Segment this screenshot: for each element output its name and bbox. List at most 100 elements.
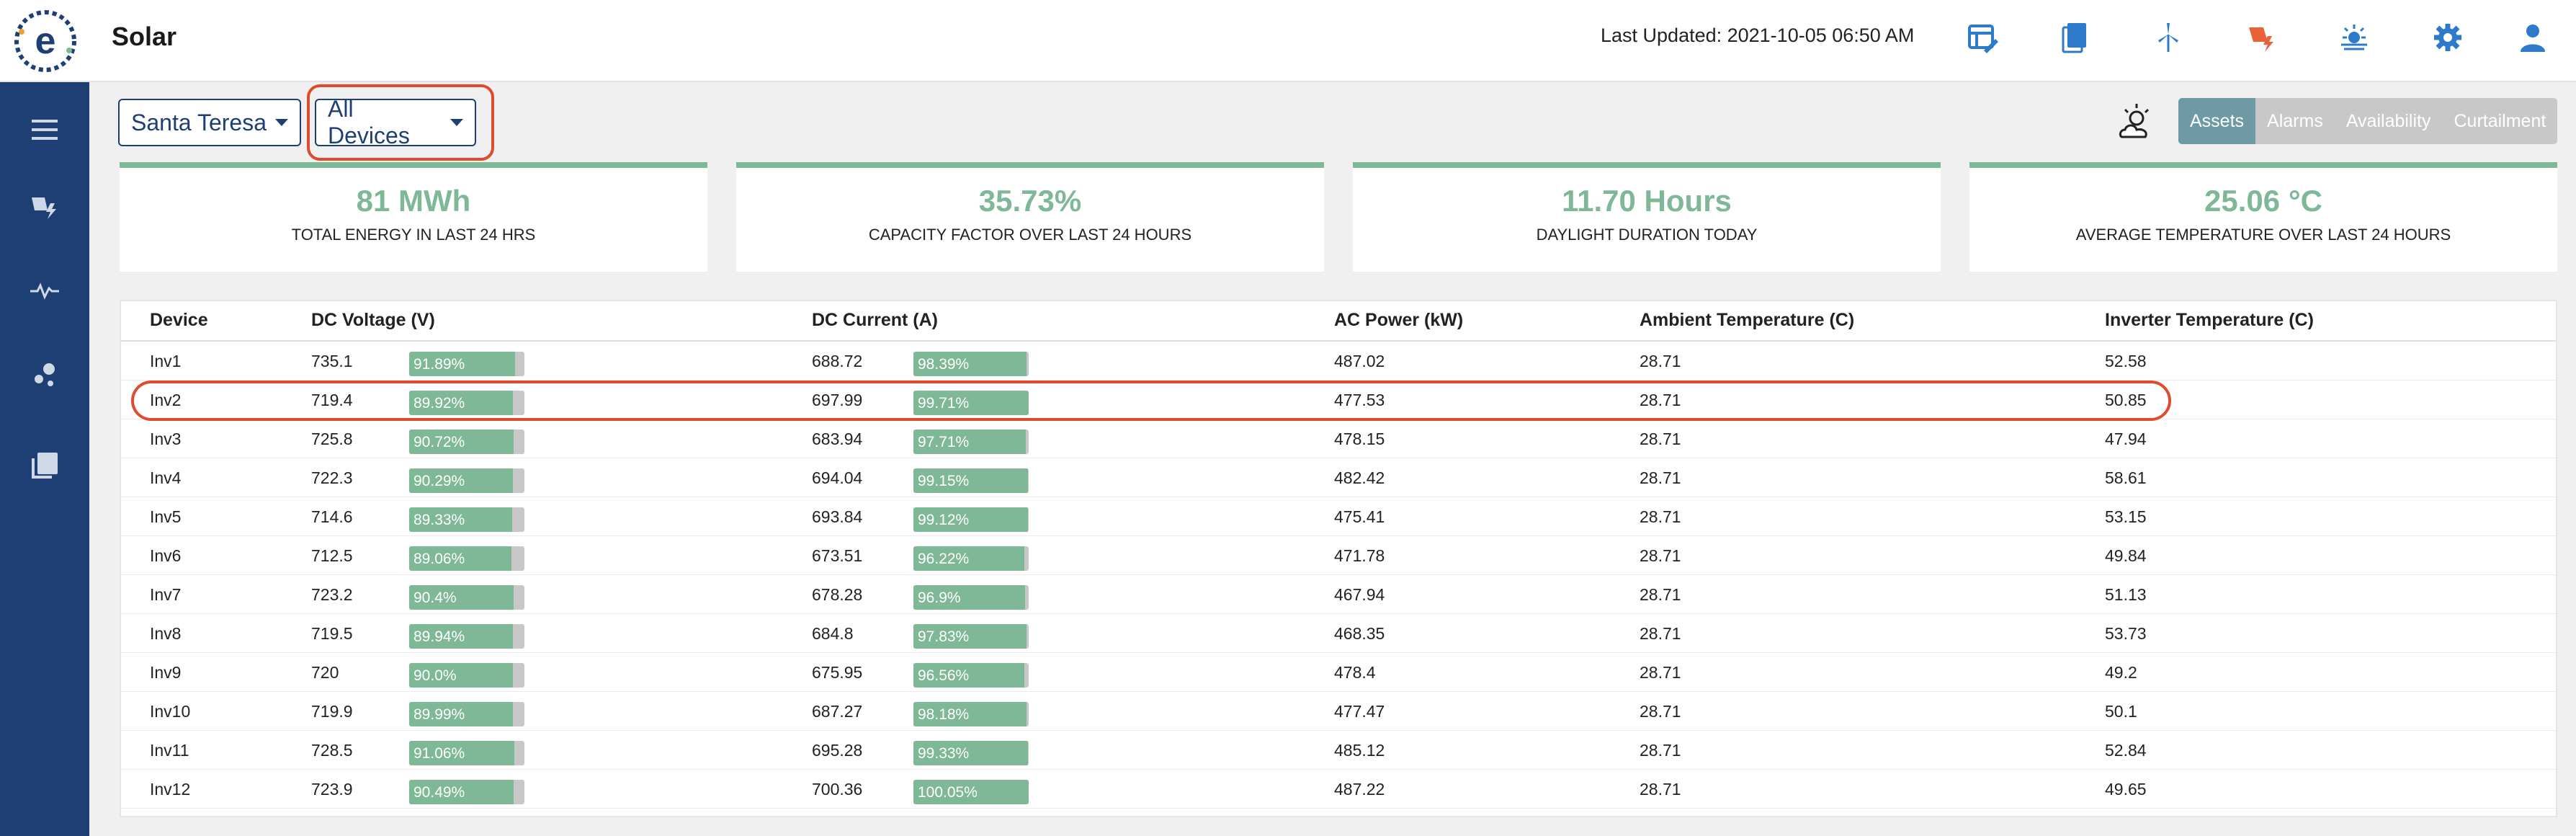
inverter-temp-cell: 49.65 bbox=[2105, 780, 2147, 799]
dc-current-percent-bar: 97.83% bbox=[913, 624, 1029, 649]
settings-icon[interactable] bbox=[2430, 20, 2465, 55]
ac-power-cell: 471.78 bbox=[1334, 546, 1385, 565]
dc-current-cell: 695.28 bbox=[812, 741, 863, 760]
table-row[interactable]: Inv7 723.2 90.4% 678.28 96.9% 467.94 28.71 51.1… bbox=[121, 575, 2556, 614]
table-row[interactable]: Inv9 720 90.0% 675.95 96.56% 478.4 28.71 49.2 bbox=[121, 653, 2556, 692]
ac-power-cell: 475.41 bbox=[1334, 507, 1385, 526]
dc-current-cell: 688.72 bbox=[812, 352, 863, 370]
dc-voltage-percent-bar: 91.89% bbox=[409, 352, 524, 376]
dc-current-cell: 684.8 bbox=[812, 624, 854, 643]
column-header-dc-current[interactable]: DC Current (A) bbox=[812, 310, 938, 330]
device-name-cell: Inv7 bbox=[150, 585, 182, 604]
device-dropdown[interactable]: All Devices bbox=[315, 96, 476, 148]
kpi-card-temperature: 25.06 °C AVERAGE TEMPERATURE OVER LAST 2… bbox=[1969, 162, 2557, 272]
inverter-temp-cell: 49.2 bbox=[2105, 663, 2137, 682]
progress-bar-fill bbox=[409, 352, 516, 376]
dashboard-edit-icon[interactable] bbox=[1965, 20, 2000, 55]
table-row[interactable]: Inv2 719.4 89.92% 697.99 99.71% 477.53 28.71 50… bbox=[121, 381, 2556, 419]
dc-current-cell: 687.27 bbox=[812, 702, 863, 721]
ac-power-cell: 477.53 bbox=[1334, 391, 1385, 409]
sunrise-icon[interactable] bbox=[2337, 20, 2371, 55]
app-logo-icon[interactable]: e bbox=[14, 10, 76, 72]
device-table bbox=[120, 300, 2557, 817]
dc-current-cell: 675.95 bbox=[812, 663, 863, 682]
dc-current-percent-bar: 96.9% bbox=[913, 585, 1029, 610]
ac-power-cell: 485.12 bbox=[1334, 741, 1385, 760]
inverter-temp-cell: 52.58 bbox=[2105, 352, 2147, 370]
dc-current-cell: 700.36 bbox=[812, 780, 863, 799]
pulse-icon[interactable] bbox=[26, 271, 63, 308]
progress-bar-label: 97.83% bbox=[918, 628, 970, 645]
dc-voltage-cell: 723.9 bbox=[311, 780, 353, 799]
table-row[interactable]: Inv1 735.1 91.89% 688.72 98.39% 487.02 28.71 52… bbox=[121, 342, 2556, 381]
column-header-dc-voltage[interactable]: DC Voltage (V) bbox=[311, 310, 435, 330]
column-header-device[interactable]: Device bbox=[150, 310, 208, 330]
ac-power-cell: 478.4 bbox=[1334, 663, 1376, 682]
segment-assets[interactable]: Assets bbox=[2178, 98, 2256, 144]
table-row[interactable]: Inv3 725.8 90.72% 683.94 97.71% 478.15 28.71 47… bbox=[121, 419, 2556, 458]
dc-current-cell: 678.28 bbox=[812, 585, 863, 604]
solar-alert-icon[interactable] bbox=[2245, 20, 2279, 55]
progress-bar-fill bbox=[409, 468, 514, 493]
table-row[interactable]: Inv11 728.5 91.06% 695.28 99.33% 485.12 28.71 5… bbox=[121, 731, 2556, 770]
progress-bar-fill bbox=[913, 741, 1028, 765]
dc-voltage-cell: 722.3 bbox=[311, 468, 353, 487]
progress-bar-fill bbox=[913, 780, 1029, 804]
column-header-ac-power[interactable]: AC Power (kW) bbox=[1334, 310, 1464, 330]
kpi-card-daylight: 11.70 Hours DAYLIGHT DURATION TODAY bbox=[1353, 162, 1941, 272]
ac-power-cell: 482.42 bbox=[1334, 468, 1385, 487]
progress-bar-fill bbox=[913, 702, 1027, 726]
inverter-temp-cell: 53.15 bbox=[2105, 507, 2147, 526]
library-icon[interactable] bbox=[26, 447, 63, 484]
progress-bar-label: 99.12% bbox=[918, 512, 970, 528]
device-name-cell: Inv1 bbox=[150, 352, 182, 370]
documents-icon[interactable] bbox=[2059, 20, 2093, 55]
segment-alarms[interactable]: Alarms bbox=[2255, 98, 2335, 144]
progress-bar-fill bbox=[409, 702, 513, 726]
solar-nav-icon[interactable] bbox=[26, 187, 63, 225]
scatter-icon[interactable] bbox=[26, 356, 63, 393]
dc-voltage-percent-bar: 89.94% bbox=[409, 624, 524, 649]
segment-curtailment[interactable]: Curtailment bbox=[2442, 98, 2558, 144]
device-name-cell: Inv2 bbox=[150, 391, 182, 409]
dc-voltage-percent-bar: 90.29% bbox=[409, 468, 524, 493]
device-name-cell: Inv8 bbox=[150, 624, 182, 643]
table-row[interactable]: Inv10 719.9 89.99% 687.27 98.18% 477.47 28.71 5… bbox=[121, 692, 2556, 731]
table-row[interactable]: Inv4 722.3 90.29% 694.04 99.15% 482.42 28.71 58… bbox=[121, 458, 2556, 497]
device-name-cell: Inv4 bbox=[150, 468, 182, 487]
progress-bar-label: 99.15% bbox=[918, 473, 970, 489]
wind-turbine-icon[interactable] bbox=[2151, 20, 2186, 55]
table-row[interactable]: Inv6 712.5 89.06% 673.51 96.22% 471.78 28.71 49… bbox=[121, 536, 2556, 575]
column-header-inverter-temp[interactable]: Inverter Temperature (C) bbox=[2105, 310, 2314, 330]
device-name-cell: Inv9 bbox=[150, 663, 182, 682]
weather-icon[interactable] bbox=[2115, 101, 2158, 144]
segment-availability[interactable]: Availability bbox=[2334, 98, 2443, 144]
dc-voltage-cell: 719.5 bbox=[311, 624, 353, 643]
dc-current-percent-bar: 99.15% bbox=[913, 468, 1029, 493]
caret-down-icon bbox=[274, 119, 288, 126]
progress-bar-fill bbox=[913, 352, 1027, 376]
progress-bar-fill bbox=[409, 507, 512, 532]
menu-icon[interactable] bbox=[26, 111, 63, 148]
column-header-ambient-temp[interactable]: Ambient Temperature (C) bbox=[1640, 310, 1855, 330]
view-segment-control: Assets Alarms Availability Curtailment bbox=[2178, 98, 2558, 144]
progress-bar-fill bbox=[409, 391, 513, 415]
dc-voltage-cell: 728.5 bbox=[311, 741, 353, 760]
progress-bar-label: 89.99% bbox=[413, 706, 465, 723]
table-row[interactable]: Inv5 714.6 89.33% 693.84 99.12% 475.41 28.71 53… bbox=[121, 497, 2556, 536]
progress-bar-fill bbox=[913, 507, 1028, 532]
device-name-cell: Inv5 bbox=[150, 507, 182, 526]
sidebar bbox=[0, 82, 89, 836]
progress-bar-label: 89.06% bbox=[413, 551, 465, 567]
progress-bar-fill bbox=[409, 741, 514, 765]
ac-power-cell: 467.94 bbox=[1334, 585, 1385, 604]
progress-bar-fill bbox=[913, 546, 1024, 571]
user-icon[interactable] bbox=[2515, 20, 2550, 55]
table-row[interactable]: Inv8 719.5 89.94% 684.8 97.83% 468.35 28.71 53.… bbox=[121, 614, 2556, 653]
ambient-temp-cell: 28.71 bbox=[1640, 624, 1681, 643]
progress-bar-fill bbox=[913, 391, 1029, 415]
dc-voltage-percent-bar: 89.33% bbox=[409, 507, 524, 532]
site-dropdown[interactable]: Santa Teresa bbox=[118, 99, 301, 146]
dc-voltage-percent-bar: 90.4% bbox=[409, 585, 524, 610]
table-row[interactable]: Inv12 723.9 90.49% 700.36 100.05% 487.22 28.71… bbox=[121, 770, 2556, 809]
